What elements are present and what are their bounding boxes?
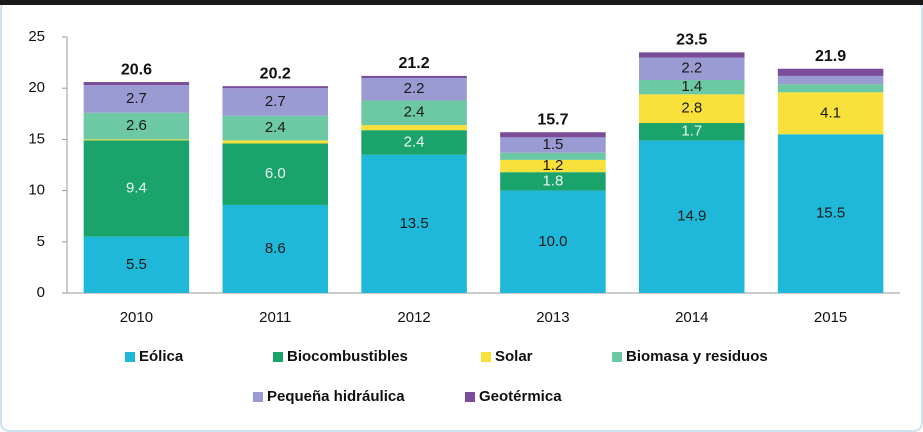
bar-segment <box>222 115 329 141</box>
data-label: 15.5 <box>816 205 845 222</box>
data-label: 2.2 <box>404 80 425 97</box>
bar-segment <box>638 80 745 95</box>
bar-segment <box>500 152 606 160</box>
bar-segment <box>777 84 884 93</box>
bar-segment <box>83 236 190 293</box>
bar-segment <box>777 68 884 76</box>
total-label: 21.9 <box>815 48 846 65</box>
data-label: 1.7 <box>681 123 702 140</box>
data-label: 9.4 <box>126 180 147 197</box>
bar-segment <box>638 140 745 293</box>
bar-segment <box>500 159 606 173</box>
legend-swatch <box>273 352 283 362</box>
bar-segment <box>638 123 745 141</box>
data-label: 2.7 <box>265 93 286 110</box>
bar-segment <box>638 57 745 81</box>
total-label: 20.6 <box>121 61 152 78</box>
bar-segment <box>83 82 190 86</box>
bar-segment <box>361 77 467 101</box>
legend-label: Geotérmica <box>479 388 562 405</box>
legend-swatch <box>465 392 475 402</box>
bar-segment <box>222 143 329 205</box>
data-label: 1.8 <box>542 172 563 189</box>
x-tick-label: 2013 <box>536 309 569 326</box>
top-bar <box>0 0 923 5</box>
legend-label: Pequeña hidráulica <box>267 388 405 405</box>
y-tick-label: 25 <box>28 28 45 45</box>
data-label: 2.4 <box>265 119 286 136</box>
data-label: 10.0 <box>538 233 567 250</box>
legend-swatch <box>253 392 263 402</box>
x-tick-label: 2011 <box>259 309 291 326</box>
data-label: 8.6 <box>265 240 286 257</box>
bar-segment <box>361 154 467 293</box>
total-label: 20.2 <box>260 65 291 82</box>
total-label: 23.5 <box>676 32 707 49</box>
bar-segment <box>500 172 606 191</box>
bar-segment <box>222 204 329 293</box>
bar-segment <box>777 134 884 293</box>
bar-segment <box>222 86 329 89</box>
y-tick-label: 20 <box>28 79 45 96</box>
x-tick-label: 2014 <box>675 309 708 326</box>
bar-segment <box>777 92 884 135</box>
data-label: 13.5 <box>399 215 428 232</box>
bar-segment <box>361 125 467 131</box>
bar-segment <box>361 100 467 126</box>
y-tick-label: 5 <box>37 233 45 250</box>
bar-segment <box>500 132 606 138</box>
data-label: 1.2 <box>542 157 563 174</box>
data-label: 1.5 <box>542 136 563 153</box>
data-label: 4.1 <box>820 104 841 121</box>
total-label: 15.7 <box>537 111 568 128</box>
total-label: 21.2 <box>399 55 430 72</box>
legend-swatch <box>125 352 135 362</box>
legend-label: Biocombustibles <box>287 348 408 365</box>
data-label: 2.2 <box>681 60 702 77</box>
bar-segment <box>638 94 745 124</box>
bar-segment <box>83 139 190 141</box>
legend-label: Eólica <box>139 348 184 365</box>
data-label: 14.9 <box>677 208 706 225</box>
data-label: 2.4 <box>404 133 425 150</box>
bar-segment <box>83 85 190 113</box>
x-tick-label: 2010 <box>120 309 153 326</box>
bar-segment <box>500 190 606 293</box>
legend-swatch <box>612 352 622 362</box>
legend-label: Solar <box>495 348 533 365</box>
data-label: 1.4 <box>681 78 702 95</box>
legend-label: Biomasa y residuos <box>626 348 768 365</box>
bar-segment <box>361 75 467 78</box>
data-label: 2.4 <box>404 104 425 121</box>
bar-segment <box>222 140 329 144</box>
data-label: 6.0 <box>265 165 286 182</box>
bar-segment <box>638 52 745 58</box>
legend-swatch <box>481 352 491 362</box>
data-label: 5.5 <box>126 256 147 273</box>
bar-segment <box>777 75 884 85</box>
bar-segment <box>500 137 606 153</box>
y-tick-label: 0 <box>37 284 45 301</box>
y-tick-label: 10 <box>28 182 45 199</box>
bar-segment <box>83 140 190 237</box>
data-label: 2.7 <box>126 90 147 107</box>
x-tick-label: 2012 <box>397 309 430 326</box>
bar-segment <box>83 112 190 140</box>
x-tick-label: 2015 <box>814 309 847 326</box>
y-tick-label: 15 <box>28 130 45 147</box>
bar-segment <box>222 88 329 116</box>
bar-segment <box>361 130 467 155</box>
data-label: 2.8 <box>681 100 702 117</box>
data-label: 2.6 <box>126 117 147 134</box>
